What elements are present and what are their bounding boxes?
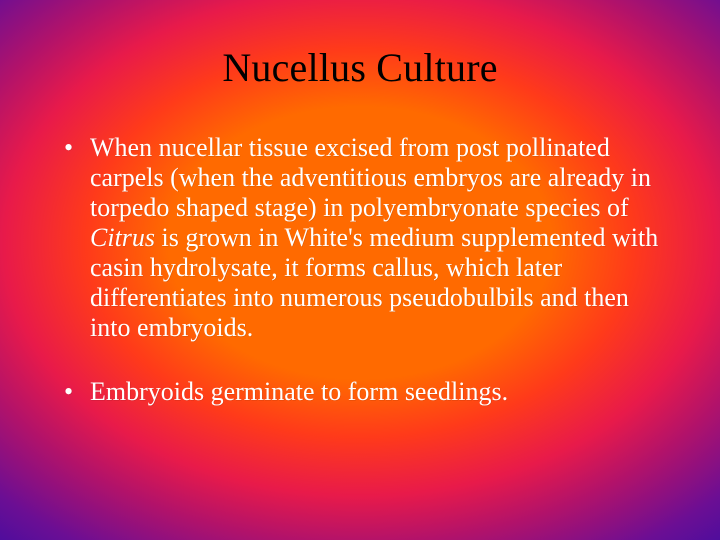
bullet-text-italic: Citrus [90, 223, 155, 252]
slide-title: Nucellus Culture [0, 0, 720, 91]
bullet-text: is grown in White's medium supplemented … [90, 223, 658, 342]
bullet-item: When nucellar tissue excised from post p… [58, 133, 660, 343]
bullet-item: Embryoids germinate to form seedlings. [58, 377, 660, 407]
bullet-list: When nucellar tissue excised from post p… [58, 133, 660, 407]
slide: Nucellus Culture When nucellar tissue ex… [0, 0, 720, 540]
slide-body: When nucellar tissue excised from post p… [0, 91, 720, 407]
bullet-text: When nucellar tissue excised from post p… [90, 133, 651, 222]
bullet-text: Embryoids germinate to form seedlings. [90, 377, 508, 406]
